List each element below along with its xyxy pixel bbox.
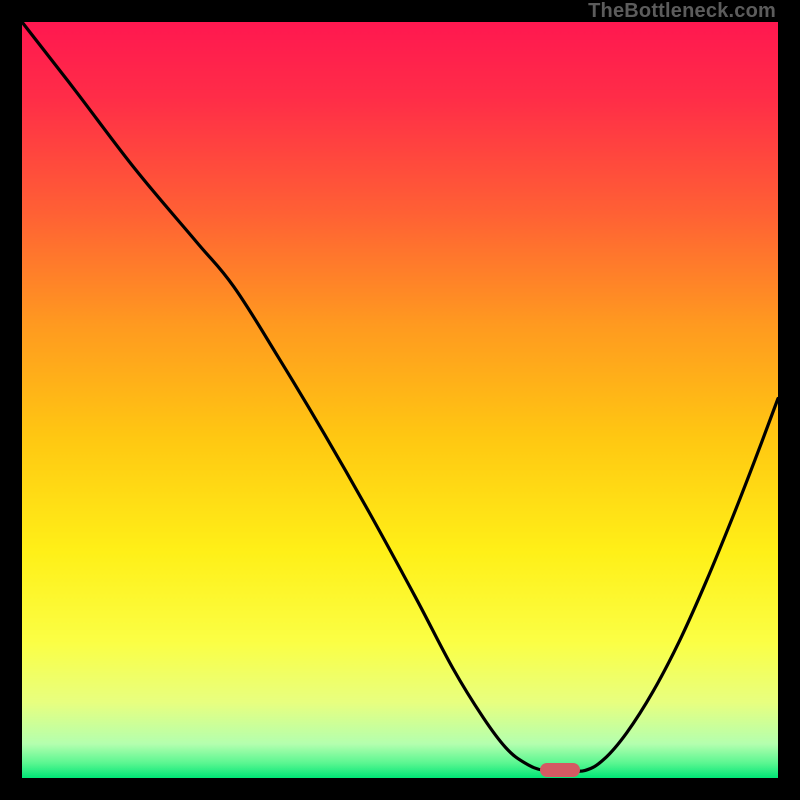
optimal-marker (540, 763, 580, 777)
attribution-text: TheBottleneck.com (588, 0, 776, 23)
bottleneck-chart (22, 22, 778, 778)
chart-curve-svg (22, 22, 778, 778)
bottleneck-curve-path (22, 22, 778, 771)
